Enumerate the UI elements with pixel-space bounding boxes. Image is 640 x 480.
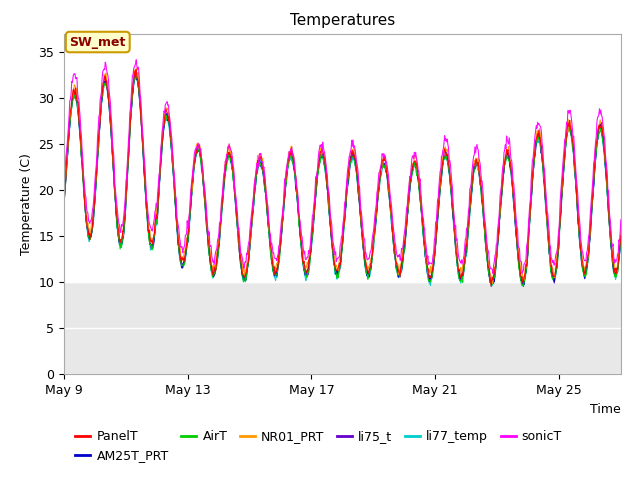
Title: Temperatures: Temperatures bbox=[290, 13, 395, 28]
Y-axis label: Temperature (C): Temperature (C) bbox=[20, 153, 33, 255]
X-axis label: Time: Time bbox=[590, 403, 621, 416]
Legend: PanelT, AM25T_PRT, AirT, NR01_PRT, li75_t, li77_temp, sonicT: PanelT, AM25T_PRT, AirT, NR01_PRT, li75_… bbox=[70, 425, 567, 467]
Text: SW_met: SW_met bbox=[70, 36, 126, 48]
Bar bbox=[64, 34, 621, 282]
